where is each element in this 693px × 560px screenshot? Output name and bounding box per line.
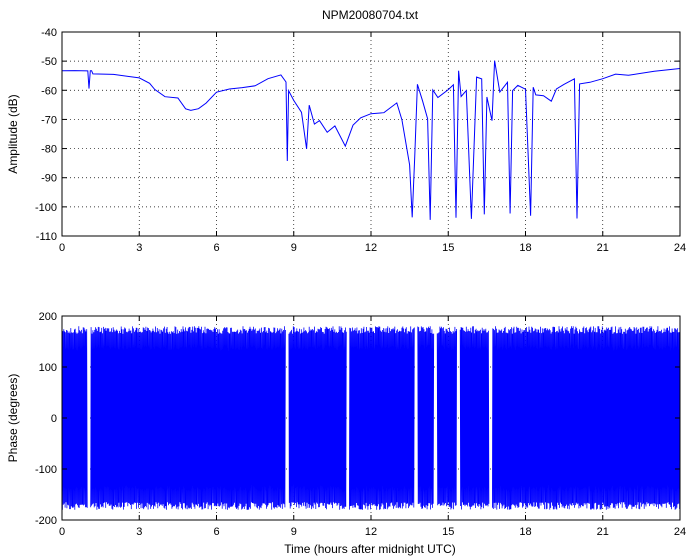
phase-x-tick-label: 9 bbox=[291, 526, 297, 538]
amplitude-grid bbox=[62, 32, 680, 236]
phase-x-tick-label: 24 bbox=[674, 526, 686, 538]
phase-y-tick-label: 100 bbox=[39, 362, 57, 374]
amplitude-x-tick-label: 18 bbox=[519, 242, 531, 254]
chart-title: NPM20080704.txt bbox=[322, 8, 419, 22]
phase-x-tick-label: 0 bbox=[59, 526, 65, 538]
phase-x-tick-label: 18 bbox=[519, 526, 531, 538]
phase-y-tick-label: -200 bbox=[35, 515, 57, 527]
amplitude-y-label: Amplitude (dB) bbox=[6, 94, 20, 173]
phase-series bbox=[61, 326, 681, 510]
amplitude-x-tick-label: 9 bbox=[291, 242, 297, 254]
amplitude-y-tick-label: -90 bbox=[41, 173, 57, 185]
amplitude-x-tick-label: 24 bbox=[674, 242, 686, 254]
amplitude-y-tick-label: -60 bbox=[41, 85, 57, 97]
amplitude-series bbox=[61, 60, 681, 220]
phase-y-tick-label: 200 bbox=[39, 311, 57, 323]
phase-x-tick-label: 21 bbox=[597, 526, 609, 538]
amplitude-y-tick-label: -80 bbox=[41, 144, 57, 156]
phase-x-ticks: 0 3 6 9 12 15 18 21 24 bbox=[59, 316, 686, 538]
amplitude-plot: NPM20080704.txt 0 3 6 9 12 15 18 21 24 -40 -50 -60… bbox=[6, 8, 686, 254]
phase-x-tick-label: 12 bbox=[365, 526, 377, 538]
phase-x-tick-label: 6 bbox=[213, 526, 219, 538]
phase-y-tick-label: -100 bbox=[35, 464, 57, 476]
amplitude-line bbox=[61, 60, 681, 220]
amplitude-x-tick-label: 15 bbox=[442, 242, 454, 254]
amplitude-y-tick-label: -40 bbox=[41, 27, 57, 39]
phase-x-tick-label: 3 bbox=[136, 526, 142, 538]
amplitude-y-tick-label: -50 bbox=[41, 56, 57, 68]
amplitude-y-tick-label: -110 bbox=[36, 231, 57, 243]
amplitude-x-tick-label: 0 bbox=[59, 242, 65, 254]
amplitude-x-tick-label: 3 bbox=[136, 242, 142, 254]
phase-x-tick-label: 15 bbox=[442, 526, 454, 538]
amplitude-x-tick-label: 21 bbox=[597, 242, 609, 254]
amplitude-y-ticks: -40 -50 -60 -70 -80 -90 -100 -110 bbox=[35, 27, 680, 243]
phase-plot: 0 3 6 9 12 15 18 21 24 200 100 0 -100 -200 Phase (de… bbox=[6, 311, 686, 556]
phase-line bbox=[61, 326, 681, 510]
amplitude-x-tick-label: 6 bbox=[213, 242, 219, 254]
amplitude-x-tick-label: 12 bbox=[365, 242, 377, 254]
phase-y-tick-label: 0 bbox=[51, 413, 57, 425]
amplitude-y-tick-label: -70 bbox=[41, 114, 57, 126]
phase-x-label: Time (hours after midnight UTC) bbox=[284, 542, 456, 556]
phase-y-label: Phase (degrees) bbox=[6, 374, 20, 463]
amplitude-y-tick-label: -100 bbox=[35, 202, 57, 214]
phase-y-ticks: 200 100 0 -100 -200 bbox=[35, 311, 680, 527]
amplitude-x-ticks: 0 3 6 9 12 15 18 21 24 bbox=[59, 32, 686, 254]
amplitude-axes-box bbox=[61, 31, 681, 237]
